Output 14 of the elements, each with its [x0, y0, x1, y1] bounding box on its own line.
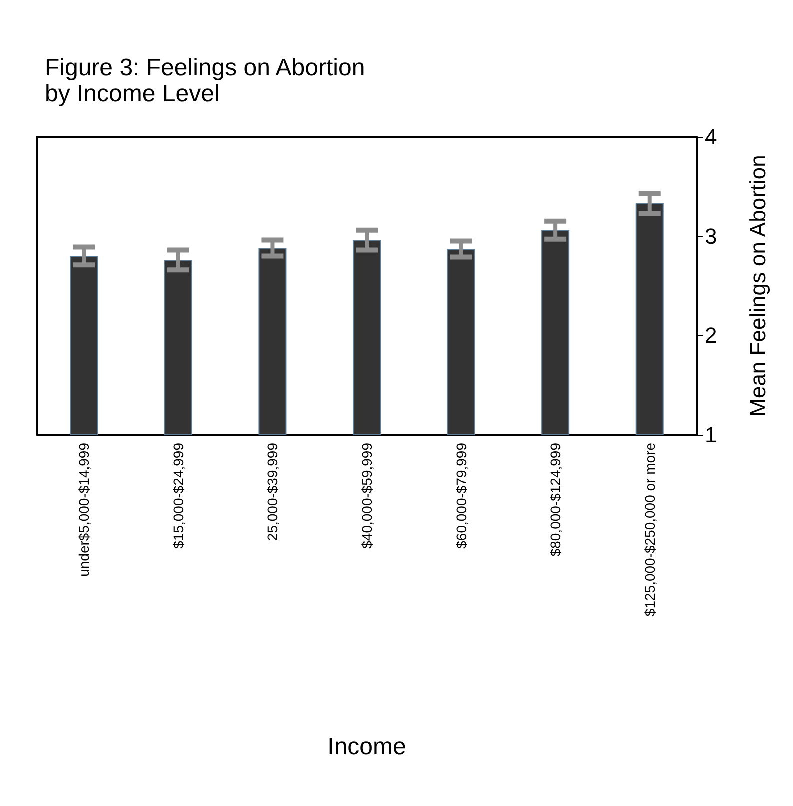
x-tick-label: $60,000-$79,999: [453, 442, 470, 549]
y-tick-label: 2: [705, 323, 718, 348]
x-tick-label: $80,000-$124,999: [548, 442, 564, 557]
y-axis-title: Mean Feelings on Abortion: [746, 155, 770, 417]
chart-title: Figure 3: Feelings on Abortion by Income Level: [45, 54, 366, 108]
y-tick-label: 4: [705, 124, 718, 150]
x-tick-label: $125,000-$250,000 or more: [642, 442, 658, 617]
x-axis-title: Income: [328, 734, 406, 760]
x-tick-label: $40,000-$59,999: [359, 442, 375, 549]
y-tick-label: 1: [705, 422, 718, 448]
x-tick-label: 25,000-$39,999: [264, 442, 281, 542]
x-tick-label: under$5,000-$14,999: [76, 442, 92, 577]
y-tick-label: 3: [705, 224, 718, 249]
x-tick-label: $15,000-$24,999: [170, 442, 186, 549]
